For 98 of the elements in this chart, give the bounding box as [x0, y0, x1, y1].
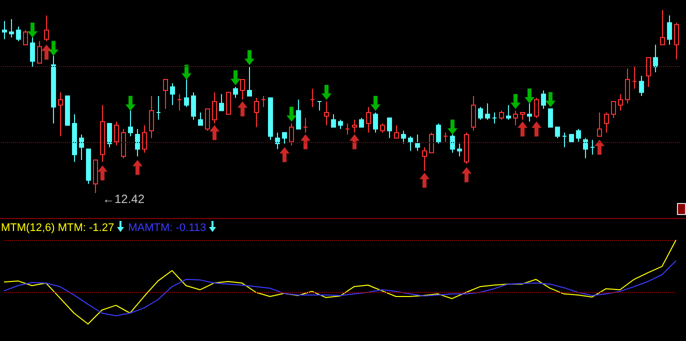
candlestick	[275, 132, 280, 150]
candlestick	[247, 66, 252, 97]
candlestick	[2, 20, 7, 40]
candlestick	[128, 110, 133, 137]
candlestick	[583, 138, 588, 159]
candlestick	[58, 92, 63, 137]
candlestick	[625, 68, 630, 104]
text: MAMTM: -0.113	[128, 222, 208, 234]
candlestick	[310, 88, 315, 108]
candlestick	[198, 112, 203, 126]
candlestick	[324, 101, 329, 126]
candlestick	[450, 134, 455, 154]
candlestick	[618, 94, 623, 112]
candlestick	[268, 97, 273, 140]
candlestick	[380, 122, 385, 134]
candlestick	[632, 66, 637, 90]
candlestick	[604, 112, 609, 134]
candlestick	[240, 79, 245, 100]
candlestick	[72, 114, 77, 162]
candlestick	[443, 132, 448, 142]
candlestick	[387, 117, 392, 139]
candlestick	[576, 128, 581, 142]
annotation: ←12.42	[102, 192, 145, 206]
chart-title: MTM(12,6)	[1, 222, 56, 234]
candlestick	[317, 101, 322, 112]
candlestick	[506, 104, 511, 120]
candlestick	[44, 14, 49, 42]
candlestick	[541, 90, 546, 110]
candlestick	[555, 126, 560, 139]
candlestick	[163, 79, 168, 110]
candlestick	[611, 101, 616, 118]
candlestick	[149, 96, 154, 139]
candlestick	[534, 97, 539, 118]
candlestick	[422, 146, 427, 172]
candlestick	[457, 143, 462, 157]
candlestick	[499, 110, 504, 120]
candlestick	[520, 112, 525, 120]
candlestick	[114, 121, 119, 146]
candlestick	[660, 10, 665, 46]
candlestick	[177, 94, 182, 112]
candlestick	[436, 122, 441, 144]
candlestick	[352, 119, 357, 134]
candlestick	[562, 132, 567, 148]
text: MTM: -1.27	[58, 222, 116, 234]
candlestick	[135, 128, 140, 157]
candlestick	[121, 128, 126, 159]
candlestick	[471, 96, 476, 132]
candlestick	[86, 148, 91, 184]
candlestick	[366, 106, 371, 134]
candlestick	[359, 117, 364, 128]
candlestick	[513, 110, 518, 126]
candlestick	[100, 104, 105, 162]
candlestick	[639, 75, 644, 97]
candlestick	[107, 122, 112, 148]
candlestick	[478, 106, 483, 120]
candlestick	[156, 96, 161, 120]
candlestick	[338, 119, 343, 130]
candlestick	[394, 124, 399, 139]
candlestick	[429, 132, 434, 154]
candlestick	[373, 112, 378, 134]
candlestick	[590, 139, 595, 156]
candlestick	[569, 134, 574, 142]
candlestick	[408, 136, 413, 152]
candlestick	[548, 108, 553, 128]
candlestick	[667, 14, 672, 46]
candlestick	[142, 124, 147, 154]
candlestick	[51, 55, 56, 124]
candlestick	[674, 22, 679, 60]
candlestick	[65, 96, 70, 126]
candlestick	[191, 92, 196, 120]
candlestick	[464, 132, 469, 164]
candlestick	[331, 114, 336, 128]
candlestick	[597, 112, 602, 137]
candlestick	[492, 112, 497, 124]
candlestick	[170, 82, 175, 106]
candlestick	[233, 86, 238, 98]
candlestick	[79, 134, 84, 161]
candlestick	[184, 79, 189, 108]
candlestick	[345, 122, 350, 135]
candlestick	[30, 36, 35, 68]
candlestick	[23, 30, 28, 46]
candlestick	[296, 99, 301, 130]
candlestick	[212, 92, 217, 124]
candlestick	[261, 96, 266, 108]
candlestick	[303, 117, 308, 134]
candlestick	[226, 92, 231, 115]
candlestick	[415, 134, 420, 152]
candlestick	[485, 102, 490, 120]
candlestick	[16, 26, 21, 42]
candlestick	[527, 102, 532, 122]
candlestick	[9, 18, 14, 38]
candlestick	[653, 44, 658, 73]
candlestick	[219, 94, 224, 112]
candlestick	[289, 122, 294, 146]
candlestick	[282, 132, 287, 144]
candlestick	[401, 130, 406, 144]
candlestick	[254, 97, 259, 128]
candlestick	[646, 57, 651, 88]
